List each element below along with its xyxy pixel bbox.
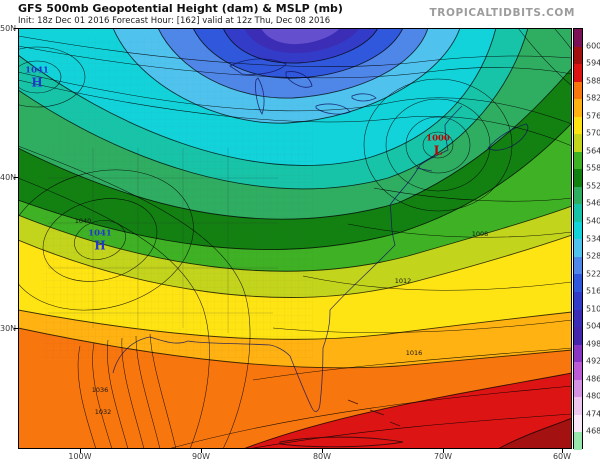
map-canvas: 1041 H 1041 H 1000 L 1040 1036 1032 1008 1012 1016 <box>18 28 572 449</box>
y-axis-tick <box>14 28 18 29</box>
colorbar-swatch <box>574 379 582 398</box>
colorbar-swatch <box>574 362 582 380</box>
colorbar-swatch <box>574 99 582 117</box>
colorbar-swatch <box>574 204 582 222</box>
x-axis-tick <box>562 449 563 453</box>
colorbar-swatch <box>574 256 582 275</box>
colorbar-tick-label: 564 <box>586 146 600 156</box>
colorbar-tick-label: 528 <box>586 251 600 261</box>
islands <box>279 399 404 448</box>
colorbar-swatch <box>574 81 582 100</box>
x-axis-label: 100W <box>68 452 92 461</box>
map-svg <box>18 28 572 449</box>
x-axis-label: 70W <box>433 452 453 461</box>
colorbar-tick-label: 522 <box>586 269 600 279</box>
colorbar-tick-label: 594 <box>586 58 600 68</box>
colorbar-swatch <box>574 151 582 170</box>
colorbar-swatch <box>574 309 582 328</box>
height-contours <box>18 28 572 449</box>
colorbar-tick-label: 582 <box>586 93 600 103</box>
coastlines <box>48 58 529 412</box>
colorbar-swatch <box>574 169 582 187</box>
mslp-isobars <box>18 28 572 449</box>
y-axis-label: 30N <box>0 324 17 333</box>
colorbar-tick-label: 492 <box>586 356 600 366</box>
x-axis-tick <box>322 449 323 453</box>
county-texture-north <box>48 36 313 148</box>
colorbar-tick-label: 474 <box>586 409 600 419</box>
x-axis-tick <box>80 449 81 453</box>
colorbar-tick-label: 570 <box>586 128 600 138</box>
colorbar-tick-label: 468 <box>586 426 600 436</box>
colorbar-swatch <box>574 397 582 415</box>
colorbar-tick-label: 516 <box>586 286 600 296</box>
chart-subtitle: Init: 18z Dec 01 2016 Forecast Hour: [16… <box>18 16 331 26</box>
watermark: TROPICALTIDBITS.COM <box>429 7 575 19</box>
colorbar-tick-label: 534 <box>586 234 600 243</box>
colorbar-tick-label: 546 <box>586 198 600 208</box>
colorbar-swatch <box>574 64 582 82</box>
x-axis-tick <box>443 449 444 453</box>
x-axis-label: 80W <box>312 452 332 461</box>
colorbar-swatch <box>574 274 582 292</box>
colorbar-tick-label: 558 <box>586 163 600 173</box>
y-axis-label: 40N <box>0 173 17 182</box>
colorbar-swatch <box>574 29 582 47</box>
colorbar-tick-label: 552 <box>586 181 600 191</box>
colorbar-swatch <box>574 432 582 450</box>
colorbar-tick-label: 600 <box>586 41 600 51</box>
colorbar-swatch <box>574 239 582 257</box>
colorbar-swatch <box>574 134 582 152</box>
colorbar-tick-label: 498 <box>586 339 600 349</box>
x-axis-label: 60W <box>552 452 572 461</box>
colorbar-swatch <box>574 46 582 65</box>
colorbar-swatch <box>574 186 582 205</box>
colorbar-tick-label: 510 <box>586 304 600 314</box>
colorbar-tick-label: 480 <box>586 391 600 401</box>
colorbar-swatch <box>574 221 582 240</box>
y-axis-tick <box>14 177 18 178</box>
colorbar-swatch <box>574 344 582 363</box>
colorbar-tick-label: 486 <box>586 374 600 384</box>
colorbar-swatch <box>574 116 582 135</box>
x-axis-tick <box>201 449 202 453</box>
y-axis-label: 50N <box>0 24 17 33</box>
map-border <box>18 28 572 449</box>
colorbar-swatch <box>574 327 582 345</box>
colorbar-swatch <box>574 414 582 433</box>
colorbar-tick-label: 576 <box>586 111 600 121</box>
colorbar-tick-label: 588 <box>586 76 600 86</box>
colorbar-tick-label: 504 <box>586 321 600 331</box>
colorbar <box>573 28 583 450</box>
y-axis-tick <box>14 328 18 329</box>
colorbar-tick-label: 540 <box>586 216 600 226</box>
x-axis-label: 90W <box>191 452 211 461</box>
county-texture <box>43 148 313 358</box>
colorbar-swatch <box>574 291 582 310</box>
chart-title: GFS 500mb Geopotential Height (dam) & MS… <box>18 2 343 15</box>
